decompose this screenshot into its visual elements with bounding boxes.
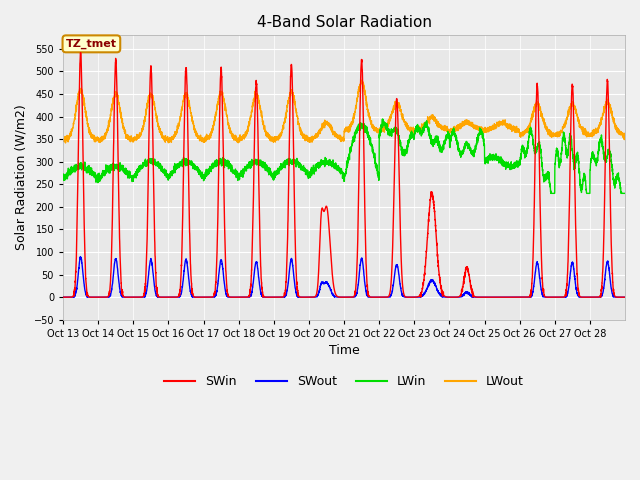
LWin [396, 133, 403, 139]
LWin [547, 191, 555, 196]
SWout [77, 254, 84, 260]
SWin [396, 177, 403, 182]
LWout [365, 111, 373, 117]
Line: SWout: SWout [63, 257, 625, 297]
SWout [396, 275, 403, 280]
SWin [541, 293, 548, 299]
SWout [259, 294, 267, 300]
Text: TZ_tmet: TZ_tmet [66, 39, 117, 49]
SWout [499, 294, 506, 300]
LWout [176, 119, 184, 124]
X-axis label: Time: Time [329, 344, 360, 357]
Line: LWout: LWout [63, 80, 625, 143]
Title: 4-Band Solar Radiation: 4-Band Solar Radiation [257, 15, 431, 30]
LWout [499, 119, 506, 125]
Line: LWin: LWin [63, 119, 625, 193]
SWout [365, 294, 373, 300]
LWin [60, 175, 67, 180]
SWout [176, 293, 184, 299]
SWin [259, 294, 267, 300]
SWin [526, 293, 534, 299]
SWout [60, 294, 67, 300]
Line: SWin: SWin [63, 53, 625, 297]
LWin [621, 191, 629, 196]
LWout [621, 137, 629, 143]
Y-axis label: Solar Radiation (W/m2): Solar Radiation (W/m2) [15, 105, 28, 251]
LWin [365, 137, 372, 143]
LWout [60, 137, 67, 143]
SWin [176, 289, 184, 295]
Legend: SWin, SWout, LWin, LWout: SWin, SWout, LWin, LWout [159, 370, 529, 393]
SWout [526, 294, 534, 300]
LWin [541, 175, 548, 180]
LWin [499, 156, 506, 162]
LWout [61, 140, 69, 146]
LWin [176, 159, 184, 165]
LWout [358, 77, 365, 83]
SWin [365, 293, 373, 299]
LWin [379, 116, 387, 122]
SWout [621, 294, 629, 300]
SWin [77, 50, 84, 56]
SWout [541, 294, 548, 300]
LWout [541, 120, 548, 126]
SWin [621, 294, 629, 300]
LWout [396, 105, 403, 111]
SWin [60, 294, 67, 300]
SWin [499, 294, 506, 300]
LWout [526, 124, 534, 130]
LWin [526, 130, 534, 136]
